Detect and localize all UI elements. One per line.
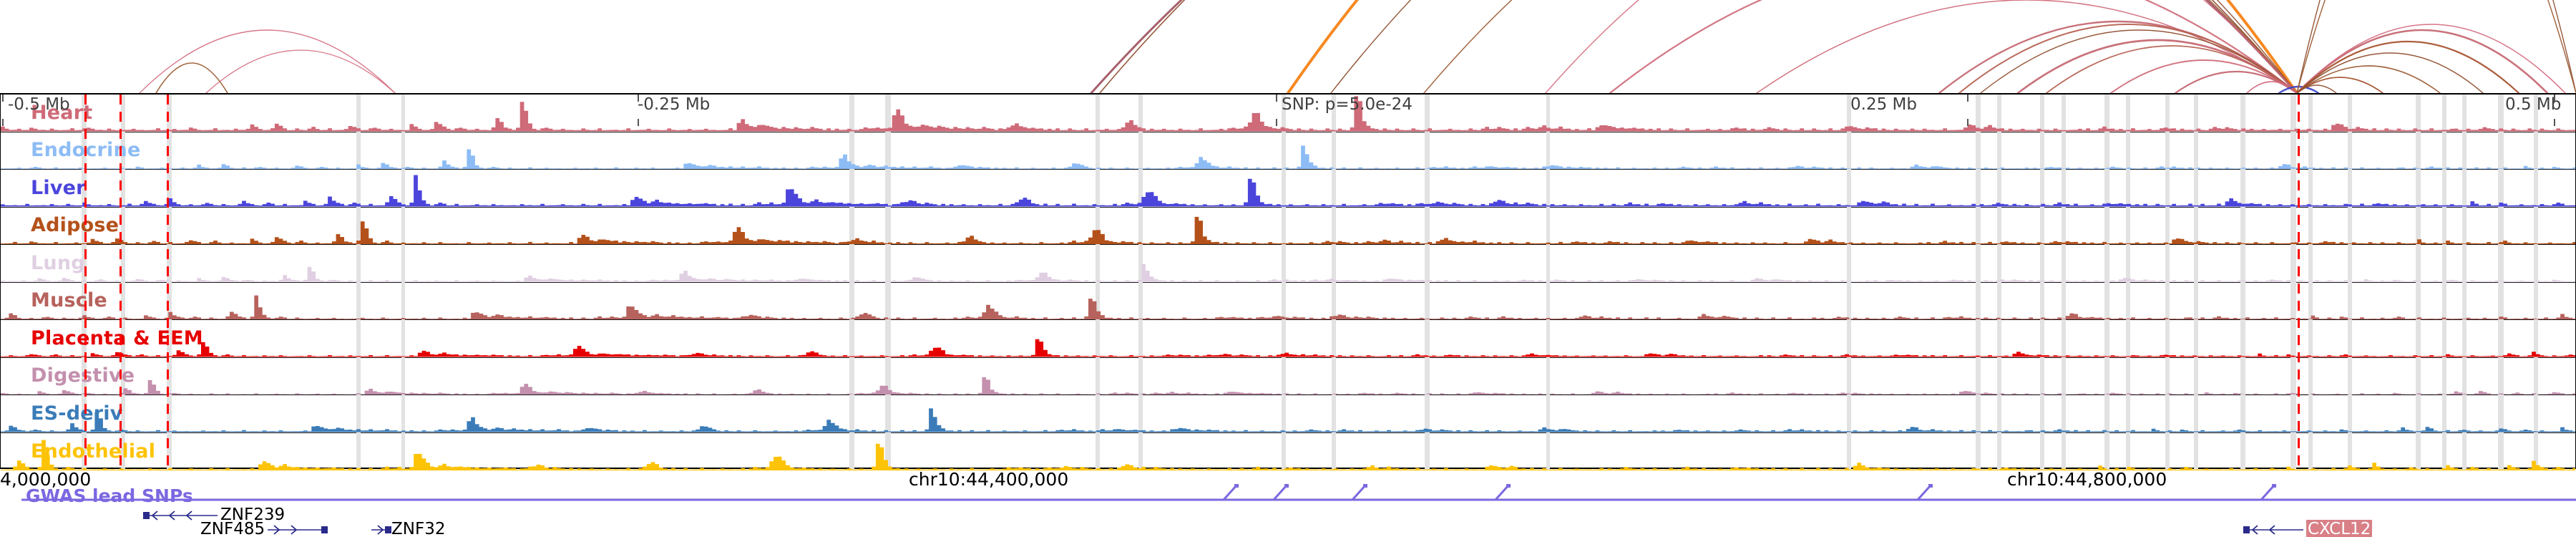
gene-strand-chevron [377,524,384,535]
gene-name-label[interactable]: ZNF239 [220,505,286,524]
gene-name-label[interactable]: ZNF485 [200,520,265,537]
gwas-lead-snp-marker[interactable] [1363,484,1367,488]
loop-arc [139,29,396,93]
gwas-lead-snp-marker[interactable] [1928,484,1933,488]
loop-arc [1609,0,2298,93]
gene-model[interactable]: ZNF485 [200,520,328,537]
signal-area [1,440,2575,470]
loop-arc [2296,40,2520,93]
gwas-lead-snp-tick[interactable] [1272,484,1288,501]
loop-arc [1099,0,2298,93]
track-row[interactable]: Lung [1,245,2575,283]
epigenome-track-stack: Heart Endocrine Liver Adipose Lung Muscle Plac… [0,93,2576,470]
track-row[interactable]: ES-deriv [1,395,2575,433]
loop-arc [2296,0,2576,93]
loop-arc [2296,0,2576,93]
signal-area [1,408,2575,432]
gwas-lead-snp-tick[interactable] [1222,484,1238,501]
gene-strand-chevron [2268,524,2275,535]
track-signal-histogram [1,95,2575,132]
loop-arc [2296,65,2441,93]
loop-arc [2110,59,2298,93]
track-signal-histogram [1,132,2575,169]
track-signal-histogram [1,208,2575,244]
loop-arc [2246,81,2298,93]
track-signal-histogram [1,358,2575,395]
track-row[interactable]: Endothelial [1,433,2575,470]
gene-strand-chevron [168,510,175,521]
loop-arc [155,62,228,93]
signal-area [1,96,2575,132]
gene-strand-chevron [273,524,280,535]
track-signal-histogram [1,245,2575,282]
signal-area [1,339,2575,357]
gwas-track-label: GWAS lead SNPs [26,485,193,506]
track-row[interactable]: Placenta & EEM [1,320,2575,358]
track-signal-histogram [1,433,2575,470]
signal-area [1,377,2575,395]
signal-area [1,263,2575,282]
gene-strand-chevron [151,510,158,521]
loop-arcs [139,0,2576,93]
track-row[interactable]: Endocrine [1,132,2575,170]
gwas-lead-snp-marker[interactable] [1234,484,1239,488]
coordinate-axis: 4,000,000 chr10:44,400,000 chr10:44,800,00… [0,460,2576,498]
gwas-snp-line [21,484,2576,501]
gene-name-label[interactable]: CXCL12 [2306,520,2373,537]
track-signal-histogram [1,320,2575,357]
gwas-lead-snp-tick[interactable] [1494,484,1510,501]
gene-model[interactable]: ZNF32 [369,520,445,537]
gene-model[interactable]: CXCL12 [2243,520,2373,537]
loop-arc [2296,29,2549,93]
track-row[interactable]: Heart [1,95,2575,132]
loop-arc [2296,84,2337,93]
gwas-lead-snp-marker[interactable] [1284,484,1289,488]
loop-arc [2296,24,2566,93]
coordinate-label: chr10:44,400,000 [909,469,1069,490]
loop-arc [205,49,396,93]
gene-model[interactable]: ZNF239 [143,505,285,524]
gwas-lead-snps-track[interactable]: GWAS lead SNPs [0,484,2576,508]
loop-arc [1090,0,2298,93]
signal-area [1,216,2575,244]
coordinate-label: 4,000,000 [0,469,92,490]
gene-name-label[interactable]: ZNF32 [391,520,446,537]
signal-area [1,175,2575,207]
signal-area [1,145,2575,169]
gwas-lead-snp-marker[interactable] [1506,484,1511,488]
loop-arc [1287,0,2298,93]
track-row[interactable]: Adipose [1,208,2575,245]
gene-strand-chevron [291,524,298,535]
loop-arc [1756,0,2298,93]
gene-strand-chevron [2251,524,2258,535]
loop-arc [2046,45,2298,93]
chromatin-loop-panel [0,0,2576,93]
signal-area [1,295,2575,319]
track-row[interactable]: Muscle [1,283,2575,320]
track-signal-histogram [1,395,2575,432]
track-row[interactable]: Liver [1,170,2575,208]
track-signal-histogram [1,170,2575,207]
loop-arc [2296,52,2484,93]
gene-annotation-track: ZNF239 ZNF485 ZNF32 CXCL12 [0,505,2576,537]
gwas-lead-snp-tick[interactable] [1351,484,1367,501]
loop-arc [1958,24,2298,93]
gwas-lead-snp-tick[interactable] [1916,484,1932,501]
gwas-lead-snp-marker[interactable] [2272,484,2276,488]
coordinate-label: chr10:44,800,000 [2007,469,2167,490]
gene-strand-chevron [185,510,192,521]
tracks-container: Heart Endocrine Liver Adipose Lung Muscle Plac… [1,95,2575,470]
loop-arc [1980,29,2298,93]
track-signal-histogram [1,283,2575,319]
gwas-lead-snp-tick[interactable] [2260,484,2275,501]
track-row[interactable]: Digestive [1,358,2575,395]
